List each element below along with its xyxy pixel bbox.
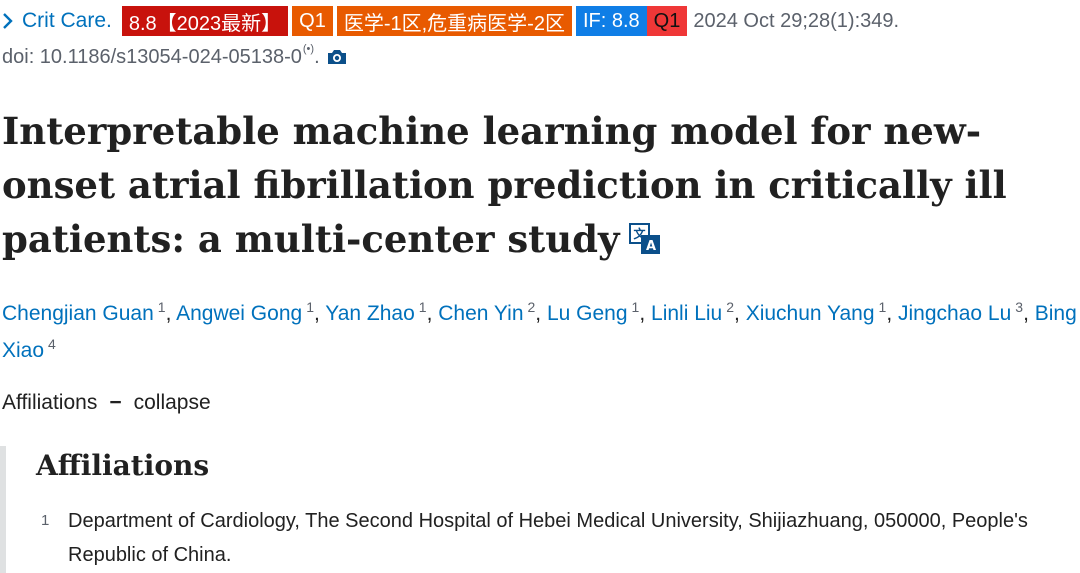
author-separator: , (1023, 302, 1035, 325)
impact-year-badge: 8.8【2023最新】 (121, 6, 289, 36)
affiliations-toggle-label: Affiliations (2, 391, 98, 414)
camera-icon[interactable] (326, 48, 348, 66)
author-separator: , (535, 302, 547, 325)
publication-date: 2024 Oct 29;28(1):349. (693, 9, 900, 32)
affiliation-superscript[interactable]: 1 (631, 299, 640, 315)
article-title-text: Interpretable machine learning model for… (2, 109, 1007, 261)
journal-link[interactable]: Crit Care. (22, 9, 112, 32)
affiliation-superscript[interactable]: 1 (878, 299, 887, 315)
affiliations-panel: Affiliations 1 Department of Cardiology,… (0, 446, 1080, 573)
author-link[interactable]: Lu Geng (546, 302, 628, 325)
affiliation-superscript[interactable]: 2 (527, 299, 536, 315)
author-separator: , (886, 302, 899, 325)
doi-period: . (314, 45, 320, 68)
affiliation-number: 1 (41, 512, 50, 529)
collapse-link[interactable]: collapse (133, 391, 211, 414)
author-link[interactable]: Chen Yin (438, 302, 524, 325)
author-link[interactable]: Bing Xiao (2, 302, 1077, 362)
doi-line: doi: 10.1186/s13054-024-05138-0 (•) . (2, 40, 348, 74)
article-title: Interpretable machine learning model for… (2, 104, 1078, 270)
affiliation-superscript[interactable]: 1 (418, 299, 427, 315)
doi-text: doi: 10.1186/s13054-024-05138-0 (2, 45, 302, 68)
author-separator: , (165, 302, 177, 325)
author-link[interactable]: Angwei Gong (176, 302, 303, 325)
author-link[interactable]: Xiuchun Yang (745, 302, 875, 325)
affiliations-heading: Affiliations (36, 449, 210, 482)
collapse-dash-icon: − (109, 391, 122, 414)
quartile-badge: Q1 (292, 6, 333, 36)
author-link[interactable]: Chengjian Guan (2, 302, 154, 325)
author-list: Chengjian Guan 1, Angwei Gong 1, Yan Zhao 1… (2, 296, 1078, 370)
author-separator: , (734, 302, 746, 325)
affiliation-superscript[interactable]: 3 (1015, 299, 1024, 315)
svg-text:A: A (646, 239, 656, 254)
chevron-right-icon[interactable] (2, 12, 14, 30)
affiliation-superscript[interactable]: 2 (726, 299, 735, 315)
author-separator: , (426, 302, 439, 325)
affiliations-toggle[interactable]: Affiliations − collapse (2, 386, 211, 420)
author-separator: , (639, 302, 652, 325)
translate-icon[interactable]: 文 A (628, 216, 662, 270)
affiliation-superscript[interactable]: 4 (48, 336, 56, 352)
author-link[interactable]: Yan Zhao (325, 302, 415, 325)
author-link[interactable]: Jingchao Lu (898, 302, 1012, 325)
doi-signal-mark: (•) (302, 43, 315, 55)
author-separator: , (313, 302, 326, 325)
quartile2-badge: Q1 (646, 6, 688, 36)
impact-factor-badge: IF: 8.8 (575, 6, 647, 36)
author-link[interactable]: Linli Liu (651, 302, 723, 325)
citation-line: Crit Care. 8.8【2023最新】 Q1 医学-1区,危重病医学-2区… (2, 4, 899, 38)
category-badge: 医学-1区,危重病医学-2区 (336, 6, 572, 36)
affiliation-text: Department of Cardiology, The Second Hos… (68, 510, 1028, 566)
affiliation-superscript[interactable]: 1 (306, 299, 314, 315)
affiliation-superscript[interactable]: 1 (157, 299, 166, 315)
